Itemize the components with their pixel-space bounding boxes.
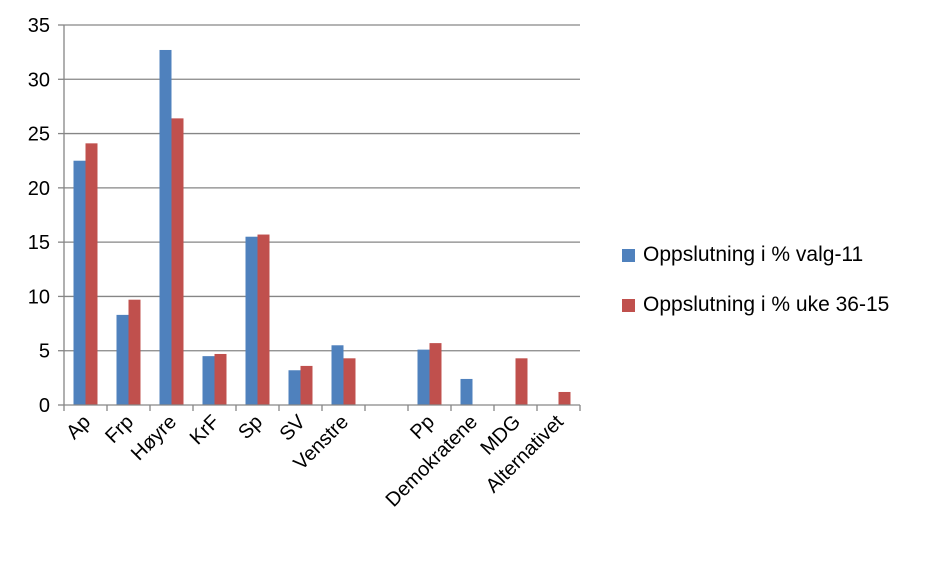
y-tick-label: 15 (28, 232, 50, 254)
legend: Oppslutning i % valg-11 Oppslutning i % … (622, 242, 889, 342)
bar-series-1 (288, 370, 301, 405)
y-tick-label: 5 (39, 341, 50, 363)
legend-label-series-1: Oppslutning i % valg-11 (643, 243, 864, 266)
x-tick-label: Ap (62, 411, 95, 444)
x-tick-label: Sp (234, 411, 267, 444)
bar-series-2 (300, 365, 313, 405)
y-tick-label: 25 (28, 124, 50, 146)
bar-series-1 (460, 378, 473, 405)
bar-series-2 (429, 343, 442, 405)
bar-series-2 (558, 391, 571, 405)
x-tick-label: Pp (406, 411, 439, 444)
y-tick-label: 35 (28, 15, 50, 37)
legend-item-series-1: Oppslutning i % valg-11 (622, 242, 889, 268)
y-tick-label: 10 (28, 286, 50, 308)
y-tick-labels: 0 5 10 15 20 25 30 35 (28, 15, 50, 417)
bar-series-2 (128, 299, 141, 405)
bar-series-2 (515, 358, 528, 405)
bar-series-1 (331, 345, 344, 405)
legend-item-series-2: Oppslutning i % uke 36-15 (622, 292, 889, 318)
bar-series-2 (171, 118, 184, 405)
y-tick-label: 20 (28, 178, 50, 200)
x-tick-label: Høyre (127, 411, 181, 465)
x-tick-label: Frp (101, 411, 138, 448)
axes (63, 25, 581, 411)
bar-series-1 (73, 160, 86, 405)
legend-swatch-series-2 (622, 298, 635, 312)
legend-swatch-series-1 (622, 248, 635, 262)
bar-series-2 (85, 143, 98, 406)
bar-series-1 (417, 349, 430, 405)
y-tick-label: 30 (28, 69, 50, 91)
bar-series-2 (343, 358, 356, 405)
gridlines (58, 24, 580, 406)
bar-series-1 (116, 314, 129, 405)
bar-series-1 (202, 356, 215, 405)
bars (73, 49, 571, 406)
bar-series-2 (214, 353, 227, 405)
bar-series-1 (245, 236, 258, 405)
x-tick-label: KrF (186, 411, 224, 449)
bar-series-1 (159, 49, 172, 405)
x-tick-label: SV (276, 411, 311, 446)
bar-series-2 (257, 234, 270, 405)
legend-label-series-2: Oppslutning i % uke 36-15 (643, 293, 890, 316)
y-tick-label: 0 (39, 395, 50, 417)
